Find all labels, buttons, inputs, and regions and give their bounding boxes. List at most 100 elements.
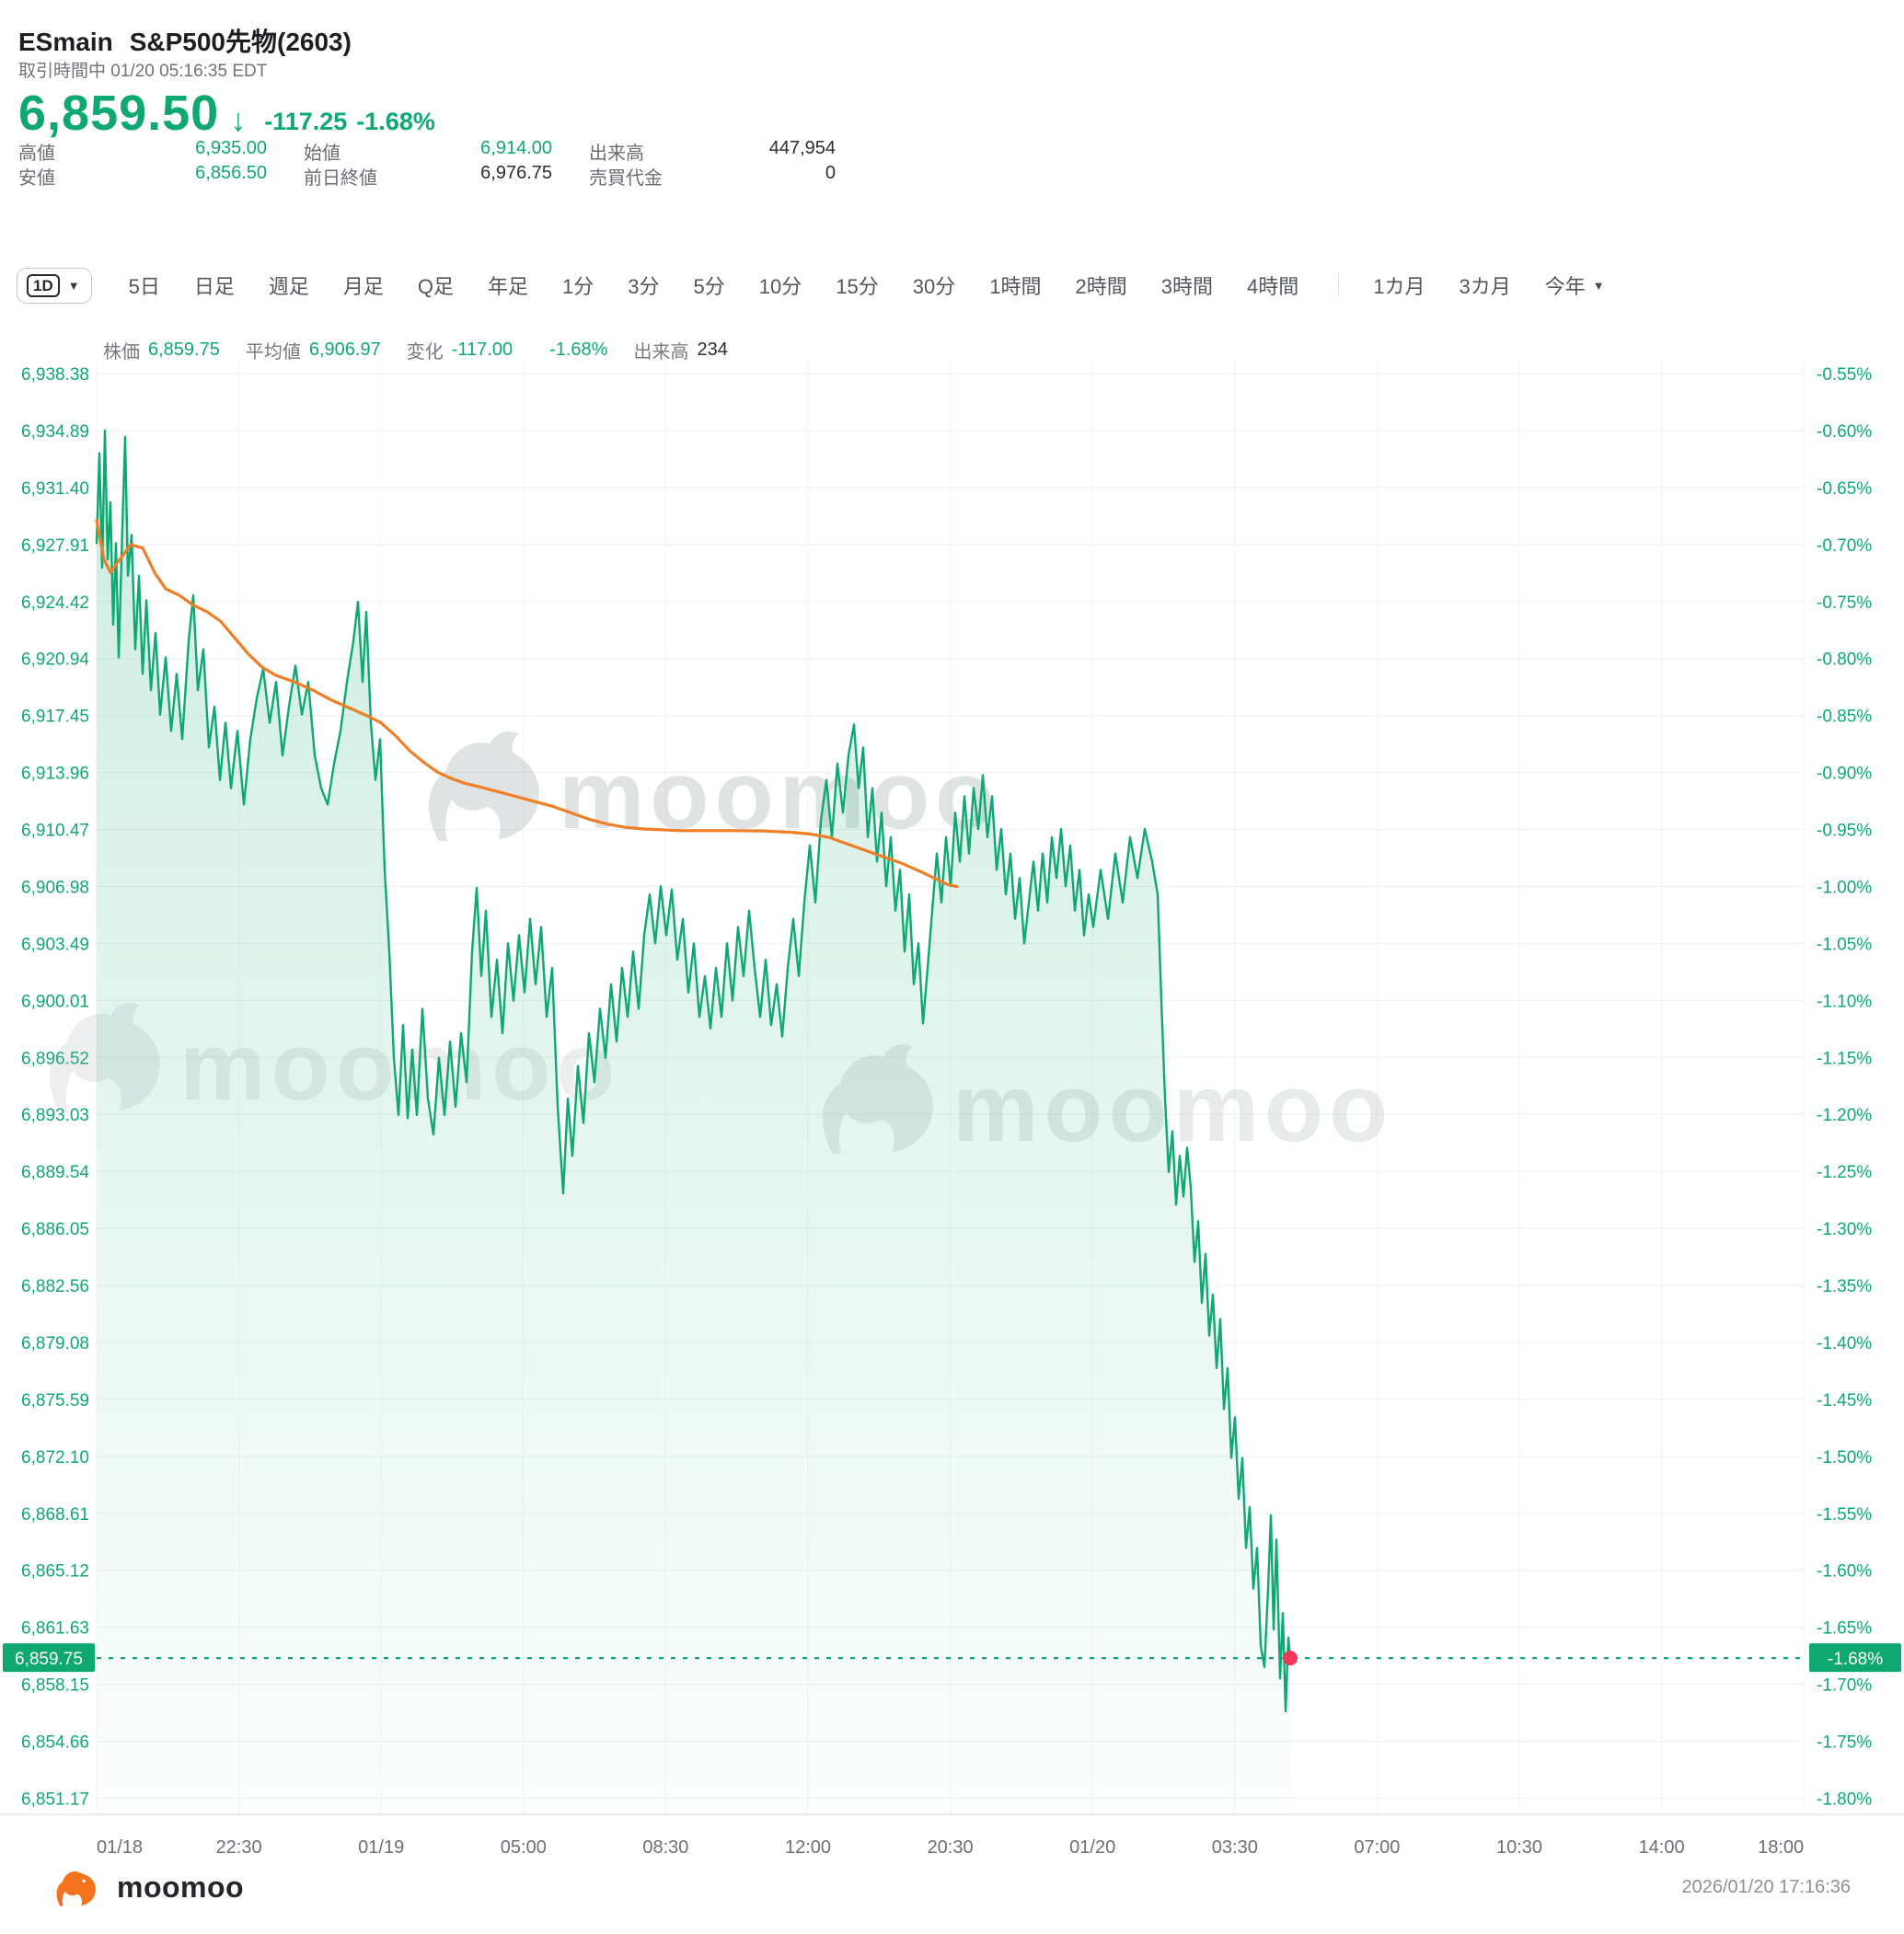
quote-row: 6,859.50 ↓ -117.25 -1.68% <box>18 85 435 138</box>
volume-label: 出来高 <box>589 144 644 164</box>
time-axis-label: 14:00 <box>1639 1837 1685 1858</box>
percent-axis-label: -0.55% <box>1817 365 1872 385</box>
tab-8[interactable]: 5分 <box>693 275 725 298</box>
down-arrow-icon: ↓ <box>230 103 247 138</box>
timeframe-dropdown-button[interactable]: 1D ▼ <box>17 267 92 304</box>
render-timestamp: 2026/01/20 17:16:36 <box>1681 1877 1851 1897</box>
time-axis-label: 18:00 <box>1758 1837 1804 1858</box>
tab-9[interactable]: 10分 <box>758 275 802 298</box>
brand-wordmark: moomoo <box>117 1870 245 1904</box>
price-change-percent: -1.68% <box>356 108 435 135</box>
symbol-code: ESmain <box>18 28 113 56</box>
low-value: 6,856.50 <box>195 163 267 183</box>
tab-6[interactable]: 1分 <box>562 275 594 298</box>
current-percent-tag-text: -1.68% <box>1828 1650 1883 1669</box>
percent-axis-label: -0.70% <box>1817 536 1872 556</box>
time-axis-label: 07:00 <box>1354 1837 1400 1858</box>
price-axis-label: 6,886.05 <box>21 1220 89 1239</box>
price-axis-label: 6,903.49 <box>21 935 89 954</box>
percent-axis-label: -0.60% <box>1817 422 1872 442</box>
legend-avg-value: 6,906.97 <box>308 340 381 360</box>
timeframe-toolbar: 1D ▼ 5日 日足 週足 月足 Q足 年足 1分 3分 5分 10分 15分 30分 1時間 2時間 3時… <box>17 263 1639 307</box>
price-axis-label: 6,913.96 <box>21 765 89 784</box>
time-axis-label: 10:30 <box>1496 1837 1542 1858</box>
price-axis-label: 6,875.59 <box>21 1391 89 1410</box>
volume-value: 447,954 <box>768 138 836 158</box>
tab-year-dropdown[interactable]: 今年 ▼ <box>1545 271 1605 300</box>
tab-year-label: 今年 <box>1544 275 1586 298</box>
percent-axis-label: -1.50% <box>1817 1448 1872 1468</box>
selected-timeframe-badge: 1D <box>27 273 60 297</box>
tab-7[interactable]: 3分 <box>628 275 660 298</box>
percent-axis-label: -0.75% <box>1817 593 1872 613</box>
price-axis-label: 6,868.61 <box>21 1505 89 1525</box>
legend-volume-value: 234 <box>697 340 728 360</box>
last-price: 6,859.50 <box>18 86 220 141</box>
percent-axis-label: -0.80% <box>1817 650 1872 670</box>
percent-axis-label: -0.95% <box>1817 822 1872 841</box>
current-price-tag-text: 6,859.75 <box>15 1650 83 1669</box>
tab-month-1[interactable]: 3カ月 <box>1459 275 1511 298</box>
tab-3[interactable]: 月足 <box>342 275 384 298</box>
tab-4[interactable]: Q足 <box>417 275 455 298</box>
price-axis-label: 6,910.47 <box>21 822 89 841</box>
chevron-down-icon: ▼ <box>67 278 80 293</box>
high-value: 6,935.00 <box>195 138 267 158</box>
percent-axis-label: -1.35% <box>1817 1277 1872 1296</box>
tab-0[interactable]: 5日 <box>128 275 160 298</box>
chart-legend: 株価 6,859.75 平均値 6,906.97 変化 -117.00 -1.6… <box>103 337 754 363</box>
percent-axis-label: -0.65% <box>1817 479 1872 499</box>
tab-13[interactable]: 2時間 <box>1075 275 1127 298</box>
open-label: 始値 <box>304 144 340 164</box>
legend-price-label: 株価 <box>103 342 140 363</box>
tab-5[interactable]: 年足 <box>488 275 529 298</box>
tab-month-0[interactable]: 1カ月 <box>1373 275 1425 298</box>
price-axis-label: 6,858.15 <box>21 1676 89 1696</box>
time-axis-label: 03:30 <box>1212 1837 1258 1858</box>
percent-axis-label: -1.25% <box>1817 1163 1872 1182</box>
time-axis-label: 08:30 <box>642 1837 688 1858</box>
tab-15[interactable]: 4時間 <box>1247 275 1299 298</box>
timeframe-tabs: 5日 日足 週足 月足 Q足 年足 1分 3分 5分 10分 15分 30分 1時間 2時間 3時間 4時間 1… <box>129 271 1639 300</box>
price-axis-label: 6,924.42 <box>21 593 89 613</box>
tab-10[interactable]: 15分 <box>836 275 879 298</box>
price-line-series <box>95 429 1292 1713</box>
chevron-down-icon: ▼ <box>1592 278 1605 293</box>
last-price-dot <box>1283 1651 1298 1666</box>
percent-axis-label: -1.40% <box>1817 1334 1872 1353</box>
price-axis-label: 6,889.54 <box>21 1163 89 1182</box>
price-axis-label: 6,893.03 <box>21 1106 89 1125</box>
percent-axis-label: -0.85% <box>1817 708 1872 727</box>
legend-change-label: 変化 <box>406 342 444 363</box>
price-axis-label: 6,938.38 <box>21 365 89 385</box>
tab-11[interactable]: 30分 <box>912 275 956 298</box>
tab-14[interactable]: 3時間 <box>1160 275 1213 298</box>
percent-axis-label: -1.20% <box>1817 1106 1872 1125</box>
percent-axis-label: -1.80% <box>1817 1790 1872 1810</box>
trading-session-status: 取引時間中 01/20 05:16:35 EDT <box>18 62 268 81</box>
percent-axis-label: -1.15% <box>1817 1049 1872 1068</box>
tab-2[interactable]: 週足 <box>268 275 309 298</box>
current-price-tag <box>3 1643 95 1673</box>
moomoo-watermark: moomoo <box>428 731 994 849</box>
time-axis-label: 22:30 <box>216 1837 262 1858</box>
legend-change-percent: -1.68% <box>549 340 608 360</box>
percent-axis-label: -1.00% <box>1817 878 1872 897</box>
tab-12[interactable]: 1時間 <box>989 275 1042 298</box>
turnover-value: 0 <box>825 163 836 183</box>
low-label: 安値 <box>18 168 55 189</box>
percent-axis-label: -1.30% <box>1817 1220 1872 1239</box>
price-axis-label: 6,872.10 <box>21 1448 89 1468</box>
price-axis-label: 6,900.01 <box>21 992 89 1011</box>
price-axis-label: 6,861.63 <box>21 1619 89 1639</box>
price-axis-label: 6,906.98 <box>21 878 89 897</box>
turnover-label: 売買代金 <box>589 168 663 189</box>
legend-volume-label: 出来高 <box>633 342 689 363</box>
high-label: 高値 <box>18 144 55 164</box>
percent-axis-label: -1.05% <box>1817 935 1872 954</box>
tab-1[interactable]: 日足 <box>193 275 235 298</box>
bull-logo-icon <box>56 1867 96 1906</box>
instrument-name: S&P500先物(2603) <box>129 28 352 56</box>
